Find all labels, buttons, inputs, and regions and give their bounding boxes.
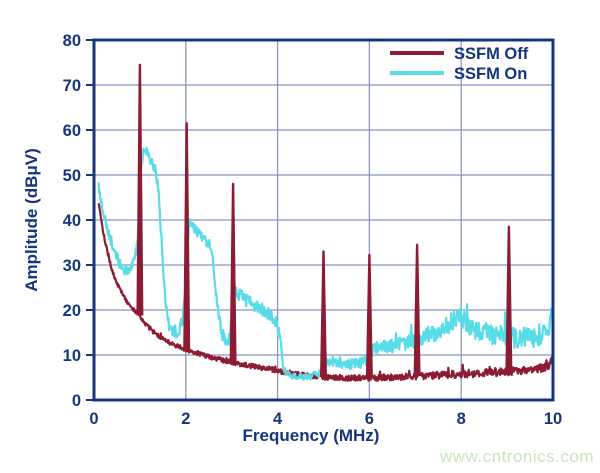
series-peaks-ssfm-off <box>136 63 513 378</box>
series-layer <box>97 63 553 382</box>
legend-label-ssfm-off: SSFM Off <box>454 45 529 63</box>
plot-border <box>92 38 555 402</box>
legend-label-ssfm-on: SSFM On <box>454 65 527 83</box>
x-axis-title: Frequency (MHz) <box>243 426 380 445</box>
y-tick-label: 40 <box>63 212 81 230</box>
watermark-text: www.cntronics.com <box>440 447 594 466</box>
legend: SSFM Off SSFM On <box>390 45 529 83</box>
x-tick-label: 2 <box>181 410 190 428</box>
y-tick-label: 20 <box>63 302 81 320</box>
y-tick-label: 30 <box>63 257 81 275</box>
y-axis-title: Amplitude (dBμV) <box>22 148 41 292</box>
x-tick-label: 10 <box>544 410 562 428</box>
axis-ticks <box>86 39 93 401</box>
x-tick-label: 6 <box>365 410 374 428</box>
x-tick-label: 8 <box>457 410 466 428</box>
y-tick-label: 0 <box>72 392 81 410</box>
y-tick-label: 10 <box>63 347 81 365</box>
tick-labels: 0 10 20 30 40 50 60 70 80 0 2 4 6 8 10 <box>63 32 563 428</box>
y-tick-label: 60 <box>63 122 81 140</box>
x-tick-label: 0 <box>89 410 98 428</box>
y-tick-label: 80 <box>63 32 81 50</box>
y-tick-label: 70 <box>63 77 81 95</box>
y-tick-label: 50 <box>63 167 81 185</box>
x-tick-label: 4 <box>273 410 283 428</box>
